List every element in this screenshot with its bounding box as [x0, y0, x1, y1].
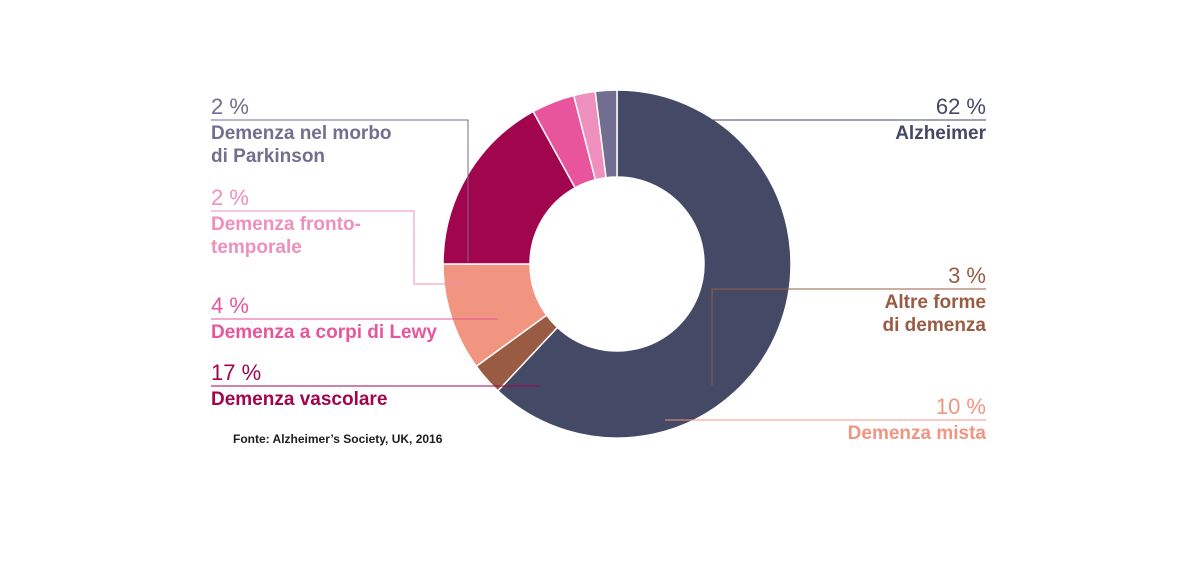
label-vascolare-pct: 17 % — [211, 360, 262, 385]
label-vascolare-name: Demenza vascolare — [211, 389, 388, 411]
label-mista-pct: 10 % — [935, 394, 986, 419]
label-lewy-pct: 4 % — [211, 293, 249, 318]
label-altre-name-line2: di demenza — [882, 315, 986, 337]
label-alzheimer: 62 % Alzheimer — [895, 94, 986, 146]
label-parkinson-name-line2: di Parkinson — [211, 146, 326, 168]
label-fronto-name-line1: Demenza fronto- — [211, 214, 361, 236]
leader-line-fronto — [211, 210, 466, 285]
label-fronto-name-line2: temporale — [211, 237, 302, 259]
donut-slices — [442, 89, 792, 439]
label-lewy-name: Demenza a corpi di Lewy — [211, 322, 437, 344]
donut-slice-demenza-nel-morbo-di-parkinson — [594, 89, 618, 179]
donut-slice-demenza-vascolare — [442, 110, 577, 265]
label-parkinson-name-line1: Demenza nel morbo — [211, 123, 392, 145]
label-altre: 3 % Altre forme di demenza — [883, 263, 986, 338]
label-mista-name: Demenza mista — [847, 423, 986, 445]
label-altre-name-line1: Altre forme — [884, 292, 986, 314]
label-fronto: 2 % Demenza fronto- temporale — [211, 185, 361, 260]
label-alzheimer-pct: 62 % — [935, 94, 986, 119]
label-altre-pct: 3 % — [948, 263, 986, 288]
leader-lines — [211, 119, 986, 421]
label-parkinson-pct: 2 % — [211, 94, 249, 119]
label-vascolare: 17 % Demenza vascolare — [211, 360, 387, 412]
label-mista: 10 % Demenza mista — [848, 394, 986, 446]
leader-line-parkinson — [211, 119, 469, 262]
leader-line-altre — [711, 288, 986, 385]
label-lewy: 4 % Demenza a corpi di Lewy — [211, 293, 437, 345]
label-alzheimer-name: Alzheimer — [895, 123, 986, 145]
label-fronto-pct: 2 % — [211, 185, 249, 210]
donut-slice-alzheimer — [496, 89, 792, 439]
source-note: Fonte: Alzheimer’s Society, UK, 2016 — [233, 432, 443, 446]
label-parkinson: 2 % Demenza nel morbo di Parkinson — [211, 94, 392, 169]
